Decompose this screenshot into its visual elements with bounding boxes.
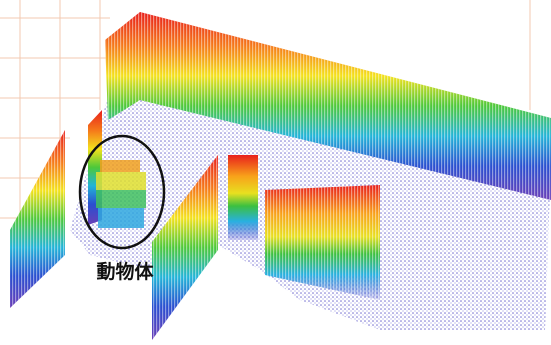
point-cloud-view: 動物体	[0, 0, 551, 345]
moving-object	[96, 160, 146, 228]
object-label: 動物体	[96, 260, 154, 283]
left-wall-texture	[10, 130, 65, 308]
pillar	[228, 155, 258, 240]
scene: 動物体	[0, 0, 551, 345]
